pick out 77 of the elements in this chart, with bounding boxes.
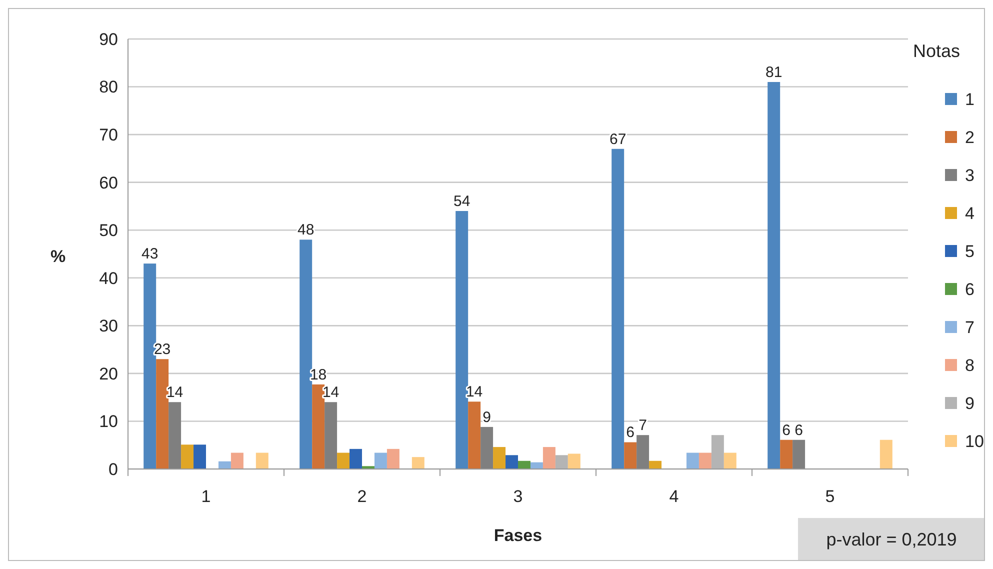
legend-label: 4 xyxy=(965,204,974,223)
bar xyxy=(506,455,518,469)
bar xyxy=(181,444,194,469)
bar xyxy=(518,460,530,469)
y-axis-title: % xyxy=(50,247,66,266)
bar xyxy=(493,447,506,469)
bar xyxy=(256,452,268,469)
bar xyxy=(456,211,468,469)
data-label: 6 xyxy=(782,422,790,439)
y-tick-label: 40 xyxy=(99,268,118,288)
legend-label: 10 xyxy=(965,432,984,451)
bar xyxy=(711,435,724,469)
y-tick-label: 0 xyxy=(108,460,118,479)
bar xyxy=(350,448,362,469)
y-tick-label: 80 xyxy=(99,78,118,97)
bar xyxy=(468,402,481,469)
data-label: 48 xyxy=(297,222,314,239)
legend-label: 7 xyxy=(965,318,974,337)
bar xyxy=(144,264,156,469)
bar xyxy=(324,402,338,469)
bar xyxy=(649,460,662,469)
x-tick-label: 4 xyxy=(669,487,679,506)
bar xyxy=(624,442,637,469)
bar xyxy=(542,447,556,469)
y-tick-label: 90 xyxy=(99,30,118,49)
x-axis-title: Fases xyxy=(494,526,542,545)
bar xyxy=(780,440,793,469)
bar xyxy=(792,440,806,469)
bar xyxy=(636,435,650,469)
bar xyxy=(612,148,624,469)
legend-label: 9 xyxy=(965,394,974,413)
bar xyxy=(156,359,169,469)
data-label: 9 xyxy=(482,408,491,426)
data-label: 81 xyxy=(765,64,782,81)
y-tick-label: 60 xyxy=(99,173,118,192)
bar xyxy=(218,461,231,469)
bar xyxy=(194,444,206,469)
bar xyxy=(555,455,568,469)
bar xyxy=(768,82,780,469)
legend-label: 2 xyxy=(965,128,974,147)
bar xyxy=(168,402,182,469)
bar xyxy=(312,384,325,469)
legend-label: 1 xyxy=(965,90,974,109)
bar xyxy=(230,452,244,469)
bar xyxy=(568,454,580,469)
data-label: 6 xyxy=(794,422,803,439)
y-tick-label: 30 xyxy=(99,316,118,336)
data-label: 67 xyxy=(609,130,626,148)
x-tick-label: 3 xyxy=(513,487,523,506)
data-label: 43 xyxy=(141,246,158,263)
legend-label: 5 xyxy=(965,242,974,261)
bar xyxy=(698,452,712,469)
bar xyxy=(386,448,400,469)
bar xyxy=(724,452,736,469)
bar xyxy=(300,240,312,469)
x-tick-label: 1 xyxy=(201,487,211,506)
bar xyxy=(337,452,350,469)
text: p-valor = 0,2019 xyxy=(826,529,957,550)
bar xyxy=(686,452,699,469)
y-tick-label: 20 xyxy=(99,364,118,384)
y-tick-label: 70 xyxy=(99,126,118,145)
bar xyxy=(480,426,494,469)
x-tick-label: 5 xyxy=(825,487,835,506)
x-tick-label: 2 xyxy=(357,487,367,506)
data-label: 7 xyxy=(638,417,647,434)
data-label: 6 xyxy=(626,424,634,442)
bar xyxy=(412,457,424,469)
data-label: 54 xyxy=(453,193,470,210)
bar xyxy=(880,440,892,469)
bar xyxy=(530,462,543,469)
legend-title: Notas xyxy=(913,41,960,61)
bar xyxy=(374,452,387,469)
legend-label: 3 xyxy=(965,166,974,185)
y-tick-label: 10 xyxy=(99,412,118,432)
legend-label: 8 xyxy=(965,356,974,375)
legend-label: 6 xyxy=(965,280,974,299)
y-tick-label: 50 xyxy=(99,221,118,240)
